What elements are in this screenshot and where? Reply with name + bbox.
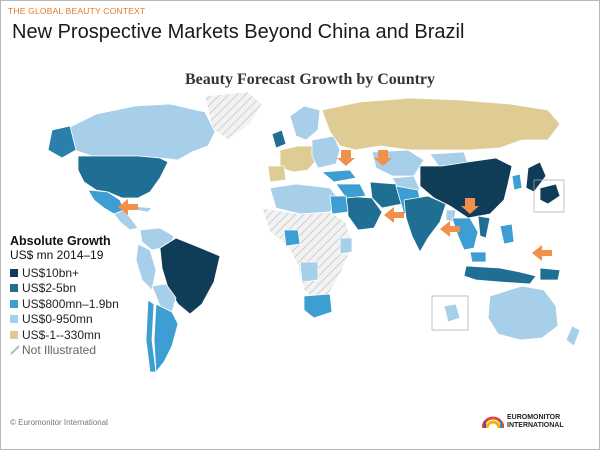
- arrow-saudi: [384, 207, 404, 223]
- papua: [539, 267, 561, 281]
- philippines: [499, 223, 515, 245]
- slide-title: New Prospective Markets Beyond China and…: [12, 21, 465, 43]
- canada: [67, 103, 216, 161]
- legend-label: US$2-5bn: [22, 281, 77, 296]
- egypt: [329, 195, 349, 215]
- legend-swatch: [10, 284, 18, 293]
- japan-inset-land: [539, 183, 561, 205]
- legend-item: US$10bn+: [10, 265, 119, 281]
- argentina: [153, 303, 179, 374]
- legend-label: US$10bn+: [22, 265, 80, 280]
- legend-item: US$-1--330mn: [10, 327, 119, 343]
- legend-label: US$800mn–1.9bn: [22, 296, 119, 311]
- arrow-russia-east: [374, 150, 392, 166]
- japan-inset: [533, 179, 565, 213]
- alaska: [47, 125, 77, 159]
- arrow-indonesia: [532, 245, 552, 261]
- legend-item: US$2-5bn: [10, 281, 119, 297]
- southeast-asia: [451, 217, 479, 251]
- india: [403, 195, 447, 253]
- arrow-china: [461, 198, 479, 214]
- iraq-levant: [335, 183, 367, 199]
- north-africa: [269, 183, 341, 215]
- legend-label: Not Illustrated: [22, 343, 97, 358]
- kenya: [339, 237, 353, 255]
- uk-ireland: [271, 129, 287, 149]
- legend-label: US$-1--330mn: [22, 327, 101, 342]
- hatch-icon: [10, 345, 20, 355]
- nz-inset: [431, 295, 469, 331]
- copyright: © Euromonitor International: [10, 418, 108, 427]
- logo-line1: EUROMONITOR: [507, 414, 561, 421]
- logo-line2: INTERNATIONAL: [507, 421, 564, 429]
- saudi-arabia: [345, 195, 383, 231]
- context-label: THE GLOBAL BEAUTY CONTEXT: [8, 6, 146, 16]
- malaysia: [469, 251, 487, 263]
- japan: [525, 161, 547, 193]
- legend-label: US$0-950mn: [22, 312, 93, 327]
- nigeria: [283, 229, 301, 247]
- legend-swatch: [10, 330, 18, 339]
- legend-swatch: [10, 268, 18, 277]
- arrow-mexico: [118, 199, 138, 215]
- usa: [77, 155, 169, 199]
- legend-title: Absolute Growth: [10, 234, 111, 248]
- scandinavia: [289, 105, 321, 141]
- logo-icon: [482, 416, 504, 428]
- china: [419, 157, 513, 219]
- central-africa: [261, 207, 353, 305]
- bolivia-paraguay: [151, 283, 177, 313]
- legend-item: US$0-950mn: [10, 312, 119, 328]
- peru-ecuador: [135, 243, 157, 291]
- arrow-russia-west: [337, 150, 355, 166]
- indonesia: [463, 265, 537, 285]
- euromonitor-logo: EUROMONITOR INTERNATIONAL: [482, 414, 564, 429]
- legend-item: US$800mn–1.9bn: [10, 296, 119, 312]
- legend-subtitle: US$ mn 2014–19: [10, 248, 104, 262]
- iberia: [267, 165, 287, 183]
- vietnam: [477, 215, 491, 239]
- angola: [299, 261, 319, 283]
- arrow-india: [440, 221, 460, 237]
- korea: [511, 173, 523, 191]
- australia: [487, 285, 559, 341]
- russia: [321, 97, 561, 151]
- legend-swatch: [10, 299, 18, 308]
- nz: [565, 325, 581, 347]
- legend-swatch: [10, 315, 18, 324]
- legend: Absolute Growth US$ mn 2014–19 US$10bn+ …: [10, 234, 119, 358]
- map-title: Beauty Forecast Growth by Country: [184, 71, 436, 88]
- legend-item: Not Illustrated: [10, 343, 119, 359]
- south-africa: [303, 293, 333, 319]
- brazil: [159, 237, 221, 315]
- turkey: [320, 169, 357, 183]
- nz-land: [443, 303, 461, 323]
- iran: [369, 181, 403, 209]
